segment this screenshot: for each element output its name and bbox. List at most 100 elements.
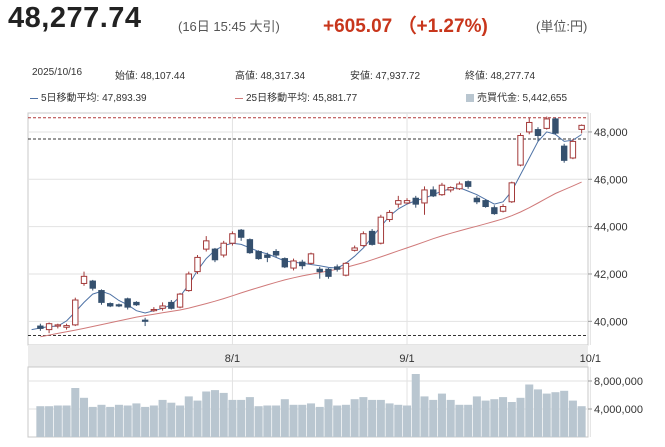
- volume-bar: [132, 403, 141, 437]
- legend-volume-label: 売買代金: 5,442,655: [477, 93, 568, 104]
- info-high: 高値: 48,317.34: [235, 71, 306, 82]
- volume-bar: [551, 392, 560, 437]
- candle-up: [45, 323, 53, 331]
- grid: [28, 113, 591, 345]
- x-tick-label: 8/1: [225, 353, 240, 365]
- candle-up: [543, 118, 550, 129]
- y-tick-label: 44,000: [594, 222, 628, 234]
- candle-up: [569, 140, 577, 159]
- candle-up: [508, 182, 516, 203]
- volume-bar: [385, 403, 394, 437]
- volume-bars: [36, 374, 586, 437]
- volume-bar: [341, 404, 350, 437]
- volume-bar: [289, 404, 298, 437]
- candle-up: [351, 247, 358, 251]
- volume-bar: [167, 402, 176, 437]
- candle-down: [89, 280, 96, 289]
- candle-down: [281, 258, 289, 268]
- candle-down: [412, 197, 419, 205]
- volume-bar: [272, 405, 281, 437]
- volume-bar: [306, 403, 316, 437]
- ma25-swatch: [235, 97, 243, 99]
- candle-down: [299, 261, 306, 267]
- volume-bar: [516, 397, 525, 437]
- volume-bar: [350, 399, 359, 437]
- candle-up: [395, 200, 402, 205]
- candle-up: [80, 275, 88, 284]
- volume-bar: [80, 397, 89, 437]
- volume-bar: [324, 399, 333, 437]
- candle-up: [220, 242, 227, 256]
- y-tick-label: 48,000: [594, 127, 628, 139]
- volume-bar: [525, 384, 534, 437]
- candle-down: [333, 266, 341, 270]
- volume-bar: [499, 397, 508, 437]
- legend-volume: 売買代金: 5,442,655: [466, 89, 567, 104]
- volume-bar: [149, 405, 158, 437]
- candle-down: [491, 207, 498, 215]
- volume-bar: [560, 390, 569, 437]
- volume-bar: [376, 399, 385, 437]
- volume-bar: [158, 399, 167, 437]
- candle-up: [526, 121, 533, 133]
- ma5-line: [31, 131, 582, 331]
- candle-down: [560, 145, 568, 161]
- info-open: 始値: 48,107.44: [115, 71, 186, 82]
- volume-bar: [490, 399, 499, 437]
- candle-up: [403, 200, 411, 204]
- volume-bar: [315, 406, 324, 437]
- volume-tick-label: 4,000,000: [594, 404, 643, 416]
- volume-bar: [141, 406, 150, 437]
- volume-bar: [88, 406, 97, 437]
- volume-bar: [577, 406, 586, 437]
- candle-down: [133, 301, 140, 306]
- volume-bar: [176, 405, 185, 437]
- ma5-layer: [31, 131, 582, 331]
- volume-bar: [114, 404, 123, 437]
- volume-bar: [53, 405, 62, 437]
- candle-down: [264, 254, 271, 258]
- price-plot-frame: [27, 112, 589, 346]
- volume-bar: [263, 405, 272, 437]
- volume-bar: [45, 406, 54, 437]
- volume-bar: [184, 396, 193, 437]
- volume-bar: [245, 397, 254, 437]
- candle-down: [534, 129, 542, 136]
- volume-bar: [507, 402, 516, 437]
- legend-ma5: 5日移動平均: 47,893.39: [30, 89, 147, 104]
- candle-up: [307, 253, 315, 264]
- volume-axis: 4,000,000 8,000,000: [588, 376, 643, 416]
- candle-up: [290, 260, 297, 269]
- volume-bar: [429, 399, 438, 437]
- candle-up: [447, 187, 454, 191]
- volume-bar: [420, 396, 429, 437]
- volume-bar: [533, 389, 542, 437]
- candle-down: [368, 230, 376, 245]
- info-close: 終値: 48,277.74: [465, 71, 536, 82]
- volume-bar: [237, 399, 246, 437]
- candle-up: [176, 293, 184, 308]
- volume-bar: [455, 404, 464, 437]
- volume-bar: [202, 391, 211, 437]
- volume-bar: [446, 399, 455, 437]
- unit-label: (単位:円): [536, 19, 588, 34]
- candle-down: [98, 290, 105, 303]
- candle-up: [438, 184, 446, 196]
- legend-ma5-label: 5日移動平均: 47,893.39: [41, 93, 147, 104]
- volume-bar: [36, 406, 45, 437]
- volume-bar: [62, 405, 71, 437]
- volume-bar: [254, 406, 263, 437]
- candle-down: [141, 319, 149, 322]
- volume-bar: [411, 374, 420, 437]
- candle-down: [107, 303, 114, 307]
- candle-up: [63, 325, 70, 328]
- volume-bar: [542, 393, 551, 437]
- candle-up: [360, 233, 367, 247]
- candle-up: [54, 324, 62, 327]
- x-tick-label: 10/1: [580, 353, 601, 365]
- candle-down: [237, 229, 245, 238]
- candle-up: [578, 124, 585, 130]
- volume-bar: [228, 399, 237, 437]
- candle-down: [168, 301, 175, 309]
- candle-up: [159, 305, 166, 309]
